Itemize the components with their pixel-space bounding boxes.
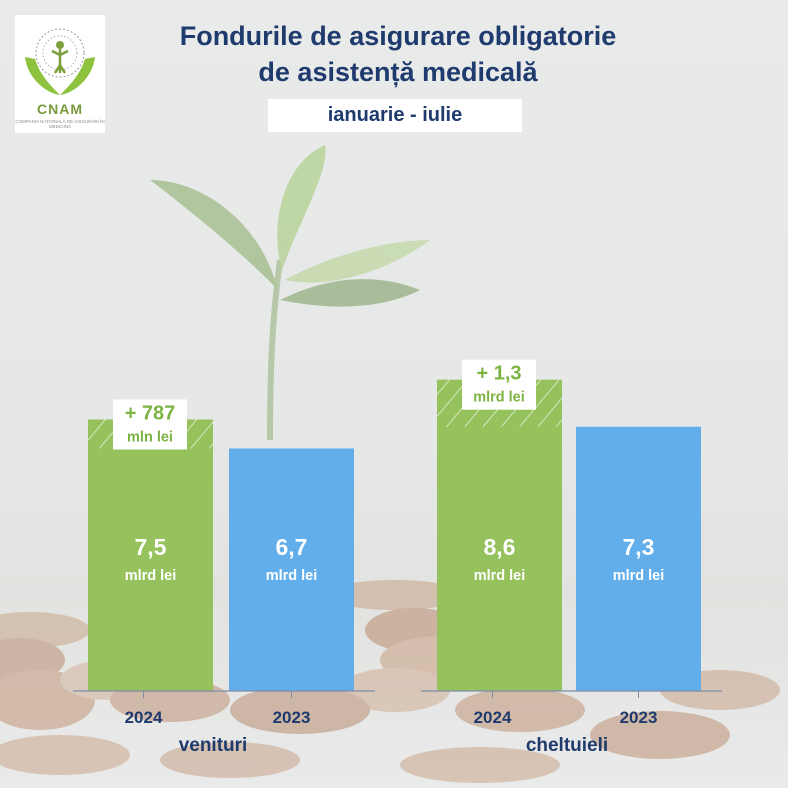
chart-title: Fondurile de asigurare obligatorie de as… <box>100 18 696 90</box>
difference-unit-cheltuieli: mlrd lei <box>473 390 525 406</box>
group-label-venituri: venituri <box>179 735 248 756</box>
plant-background <box>150 145 430 440</box>
difference-value-venituri: + 787 <box>125 403 176 425</box>
value-label-cheltuieli-2024: 8,6 <box>484 534 516 560</box>
logo-text: CNAM <box>37 101 83 117</box>
logo-subtext: COMPANIA NAȚIONALĂ DE ASIGURĂRI ÎN MEDIC… <box>15 119 105 129</box>
value-label-venituri-2023: 6,7 <box>276 534 308 560</box>
bar-venituri-2024 <box>88 419 213 691</box>
title-line-2: de asistență medicală <box>258 57 538 87</box>
category-label-cheltuieli-2024: 2024 <box>474 708 512 727</box>
bar-cheltuieli-2023 <box>576 426 701 691</box>
unit-label-venituri-2024: mlrd lei <box>125 568 177 584</box>
period-label: ianuarie - iulie <box>268 99 522 132</box>
category-label-venituri-2024: 2024 <box>125 708 163 727</box>
category-label-venituri-2023: 2023 <box>273 708 311 727</box>
unit-label-venituri-2023: mlrd lei <box>266 568 318 584</box>
category-label-cheltuieli-2023: 2023 <box>620 708 658 727</box>
logo-emblem-icon <box>25 28 95 95</box>
difference-unit-venituri: mln lei <box>127 430 173 446</box>
value-label-venituri-2024: 7,5 <box>135 534 167 560</box>
unit-label-cheltuieli-2024: mlrd lei <box>474 568 526 584</box>
cnam-logo: CNAM COMPANIA NAȚIONALĂ DE ASIGURĂRI ÎN … <box>15 15 105 133</box>
value-label-cheltuieli-2023: 7,3 <box>623 534 655 560</box>
difference-value-cheltuieli: + 1,3 <box>476 363 521 385</box>
difference-box-cheltuieli <box>462 359 536 410</box>
group-label-cheltuieli: cheltuieli <box>526 735 608 756</box>
bar-cheltuieli-2024 <box>437 379 562 691</box>
difference-box-venituri <box>113 399 187 450</box>
bar-venituri-2023 <box>229 448 354 691</box>
unit-label-cheltuieli-2023: mlrd lei <box>613 568 665 584</box>
title-line-1: Fondurile de asigurare obligatorie <box>179 21 617 51</box>
